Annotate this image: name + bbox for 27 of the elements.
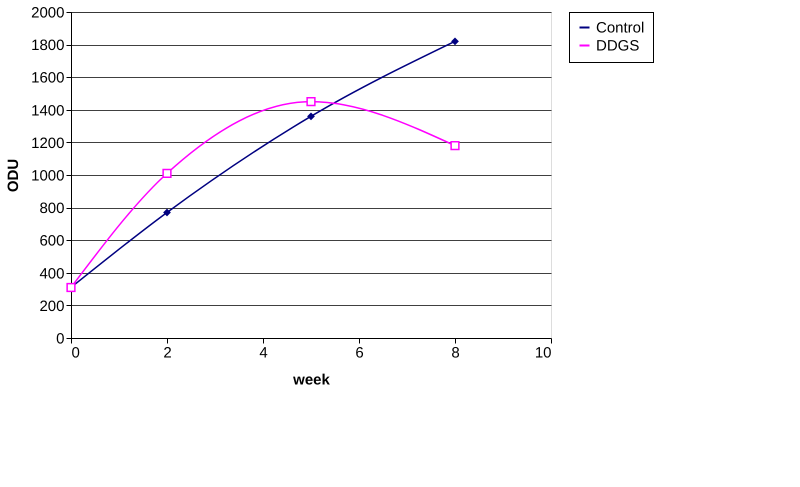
legend-label: Control [596,20,644,36]
point [162,168,172,178]
y-tick-label: 2000 [31,4,64,22]
y-tick-label: 1600 [31,70,64,87]
x-axis-title: week [292,372,330,388]
y-tick-label: 1400 [31,102,64,120]
y-tick-label: 1000 [31,168,64,184]
y-tick-label: 600 [39,232,64,250]
point [306,97,316,106]
y-tick-label: 1200 [31,134,64,152]
y-tick-label: 800 [39,200,64,218]
point [450,141,460,150]
x-tick-label: 0 [72,344,80,362]
y-tick-label: 1800 [31,37,64,54]
y-tick-label: 200 [39,298,64,315]
x-tick-label: 6 [355,344,364,362]
y-axis-title: ODU [5,158,22,192]
point [163,208,171,216]
point [451,37,459,46]
point [307,112,315,120]
x-tick-label: 10 [534,344,552,362]
legend-label: DDGS [596,38,640,54]
y-tick-label: 400 [39,265,64,282]
y-tick-label: 0 [56,330,64,348]
x-tick-label: 4 [259,344,268,362]
x-tick-label: 2 [163,344,172,362]
x-tick-label: 8 [451,344,460,362]
